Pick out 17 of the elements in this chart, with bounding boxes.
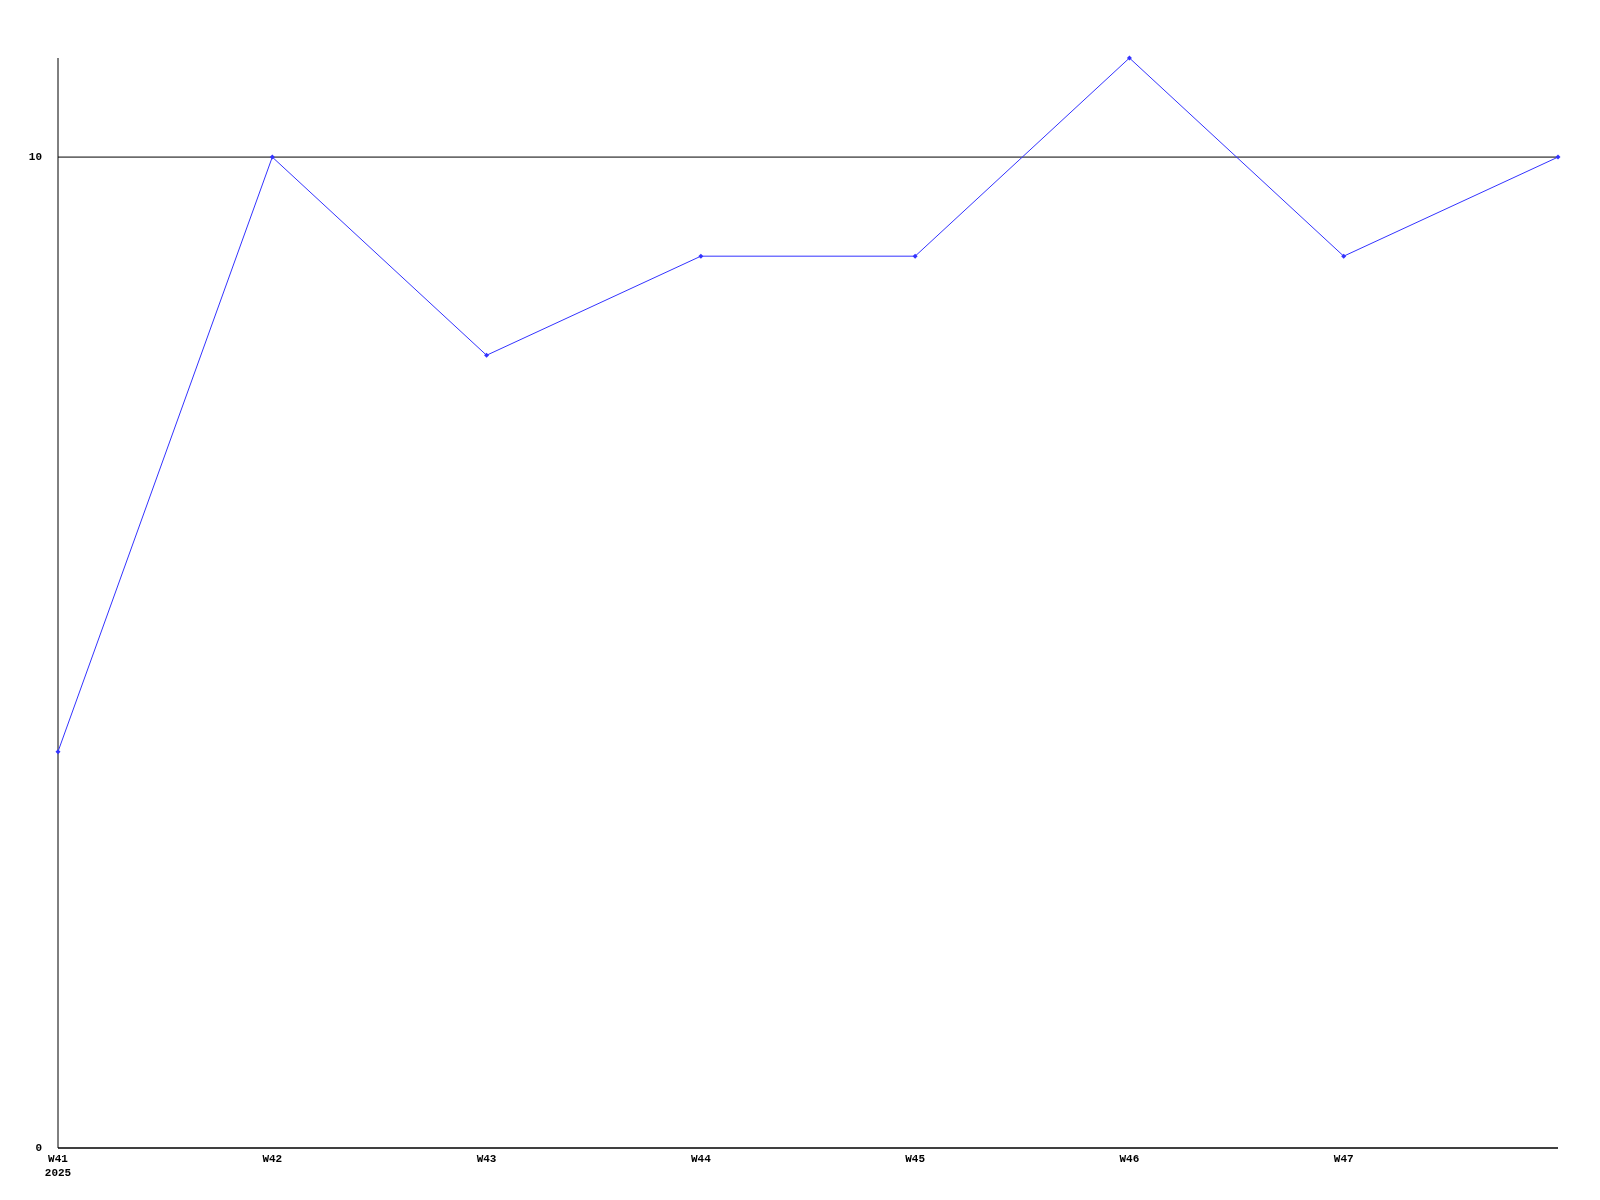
point (1555, 154, 1561, 160)
y-tick-label: 10 (28, 151, 42, 163)
point (1126, 55, 1132, 61)
point (1341, 253, 1347, 259)
x-tick-label: W41 2025 (44, 1153, 72, 1179)
point (912, 253, 918, 259)
point (55, 749, 61, 755)
point (269, 154, 275, 160)
x-tick-label: W45 (905, 1153, 926, 1165)
x-tick-label: W44 (690, 1153, 712, 1165)
x-tick-label: W42 (262, 1153, 283, 1165)
point (698, 253, 704, 259)
x-tick-label: W47 (1333, 1153, 1354, 1165)
x-tick-label: W46 (1119, 1153, 1140, 1165)
point (484, 352, 490, 358)
y-tick-label: 0 (35, 1141, 42, 1154)
x-tick-label: W43 (476, 1153, 497, 1165)
